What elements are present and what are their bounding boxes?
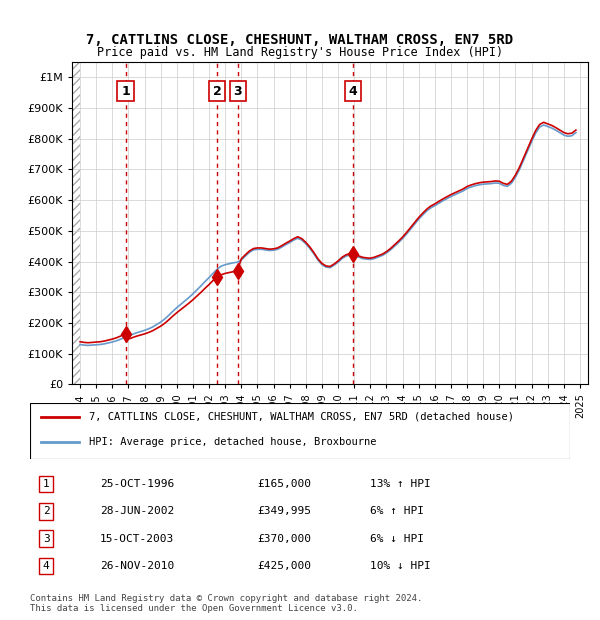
Text: 2: 2 xyxy=(212,84,221,97)
Text: 4: 4 xyxy=(349,84,357,97)
Text: £349,995: £349,995 xyxy=(257,507,311,516)
Text: 3: 3 xyxy=(233,84,242,97)
Text: 28-JUN-2002: 28-JUN-2002 xyxy=(100,507,175,516)
Text: 7, CATTLINS CLOSE, CHESHUNT, WALTHAM CROSS, EN7 5RD (detached house): 7, CATTLINS CLOSE, CHESHUNT, WALTHAM CRO… xyxy=(89,412,514,422)
Text: 15-OCT-2003: 15-OCT-2003 xyxy=(100,534,175,544)
Text: 2: 2 xyxy=(43,507,50,516)
Text: £370,000: £370,000 xyxy=(257,534,311,544)
Text: 25-OCT-1996: 25-OCT-1996 xyxy=(100,479,175,489)
Text: 10% ↓ HPI: 10% ↓ HPI xyxy=(370,561,431,571)
Text: This data is licensed under the Open Government Licence v3.0.: This data is licensed under the Open Gov… xyxy=(30,604,358,613)
Text: Price paid vs. HM Land Registry's House Price Index (HPI): Price paid vs. HM Land Registry's House … xyxy=(97,46,503,59)
Text: 1: 1 xyxy=(43,479,50,489)
Text: 1: 1 xyxy=(121,84,130,97)
Text: 3: 3 xyxy=(43,534,50,544)
Text: Contains HM Land Registry data © Crown copyright and database right 2024.: Contains HM Land Registry data © Crown c… xyxy=(30,594,422,603)
Text: 4: 4 xyxy=(43,561,50,571)
FancyBboxPatch shape xyxy=(30,403,570,459)
Text: £425,000: £425,000 xyxy=(257,561,311,571)
Text: 13% ↑ HPI: 13% ↑ HPI xyxy=(370,479,431,489)
Text: HPI: Average price, detached house, Broxbourne: HPI: Average price, detached house, Brox… xyxy=(89,437,377,447)
Text: £165,000: £165,000 xyxy=(257,479,311,489)
Text: 26-NOV-2010: 26-NOV-2010 xyxy=(100,561,175,571)
Text: 6% ↑ HPI: 6% ↑ HPI xyxy=(370,507,424,516)
Text: 7, CATTLINS CLOSE, CHESHUNT, WALTHAM CROSS, EN7 5RD: 7, CATTLINS CLOSE, CHESHUNT, WALTHAM CRO… xyxy=(86,33,514,47)
Text: 6% ↓ HPI: 6% ↓ HPI xyxy=(370,534,424,544)
